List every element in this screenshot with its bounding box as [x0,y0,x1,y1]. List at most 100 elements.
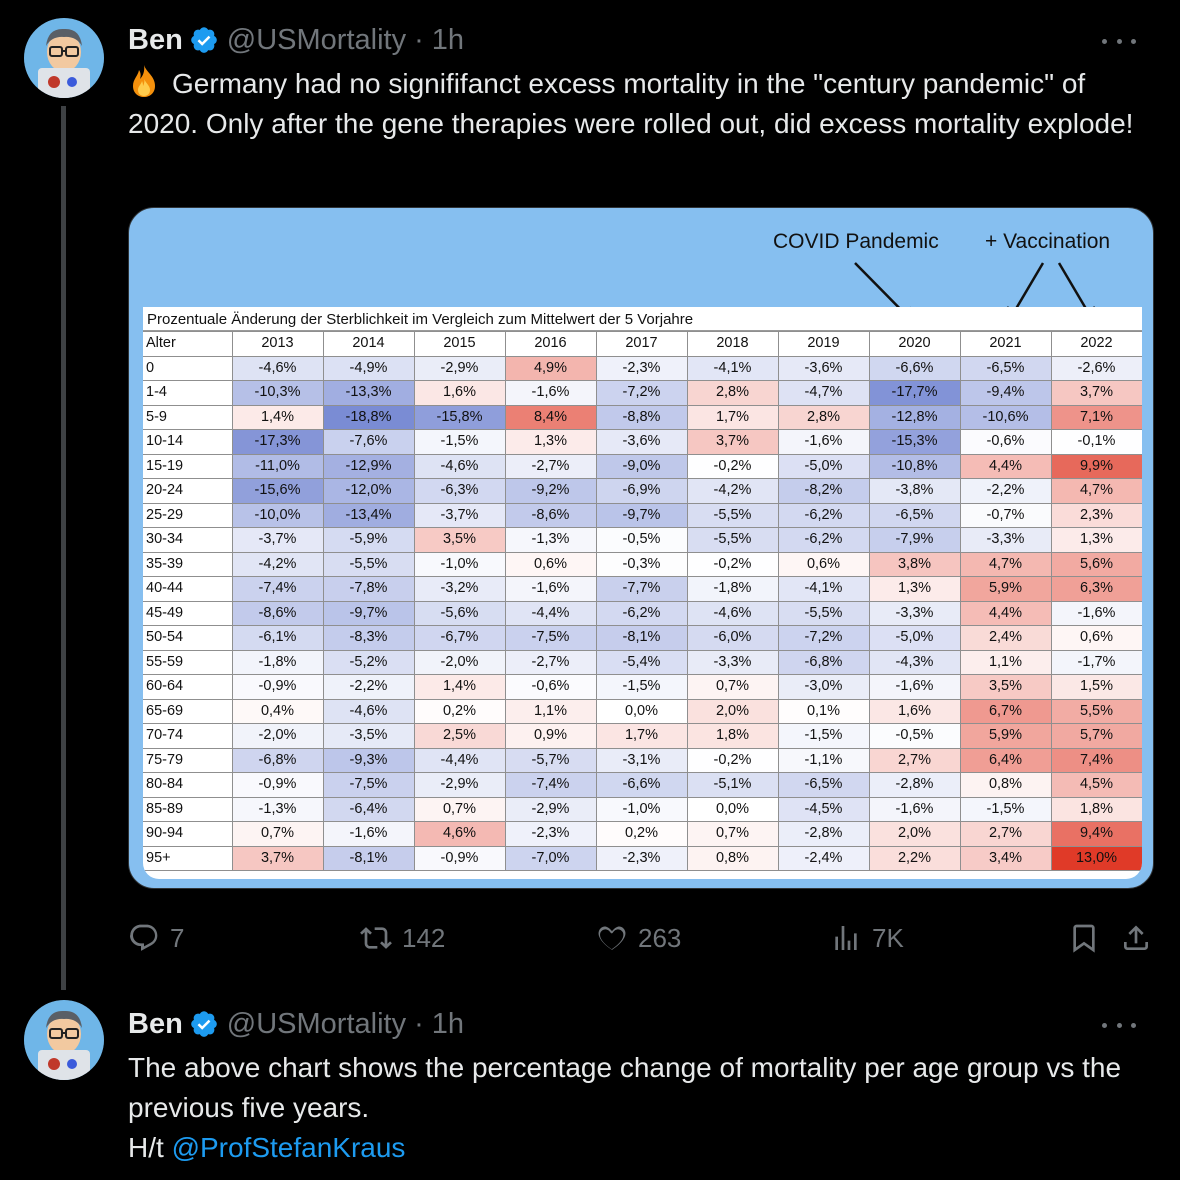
reply-icon [130,924,158,951]
value-cell: 5,7% [1050,723,1142,749]
more-options-icon[interactable] [1102,1020,1136,1030]
views-button[interactable]: 7K [830,916,904,960]
avatar[interactable] [24,18,104,98]
value-cell: -7,6% [322,429,415,455]
table-title: Prozentuale Änderung der Sterblichkeit i… [143,307,1142,331]
value-cell: -6,2% [777,527,870,553]
value-cell: -5,9% [322,527,415,553]
value-cell: 1,3% [1050,527,1142,553]
year-header-2018: 2018 [686,331,779,357]
value-cell: -0,7% [959,502,1052,528]
more-options-icon[interactable] [1102,36,1136,46]
value-cell: -3,7% [413,502,506,528]
value-cell: 4,4% [959,453,1052,479]
age-group-cell: 65-69 [143,698,233,724]
value-cell: 1,7% [595,723,688,749]
tweet-text: The above chart shows the percentage cha… [128,1048,1148,1168]
table-row: 85-89 -1,3% -6,4% 0,7% -2,9% -1,0% 0,0% -4,5% -1… [143,796,1142,822]
value-cell: -7,7% [595,576,688,602]
value-cell: -15,8% [413,404,506,430]
value-cell: 3,5% [959,674,1052,700]
value-cell: 1,8% [686,723,779,749]
author-handle[interactable]: @USMortality [226,1007,407,1040]
value-cell: 1,6% [868,698,961,724]
value-cell: 3,8% [868,551,961,577]
year-header-2020: 2020 [868,331,961,357]
value-cell: 13,0% [1050,845,1142,871]
like-button[interactable]: 263 [596,916,681,960]
table-row: 0 -4,6% -4,9% -2,9% 4,9% -2,3% -4,1% -3,6% -6,6%… [143,355,1142,381]
author-handle[interactable]: @USMortality [226,23,407,56]
author-name[interactable]: Ben [128,1007,183,1040]
value-cell: -11,0% [231,453,324,479]
author-name[interactable]: Ben [128,23,183,56]
avatar[interactable] [24,1000,104,1080]
value-cell: 0,2% [413,698,506,724]
value-cell: 5,6% [1050,551,1142,577]
timestamp[interactable]: 1h [431,1007,465,1040]
value-cell: 4,5% [1050,772,1142,798]
value-cell: -9,3% [322,747,415,773]
value-cell: -9,2% [504,478,597,504]
value-cell: 1,4% [231,404,324,430]
value-cell: -1,6% [777,429,870,455]
value-cell: -1,8% [686,576,779,602]
value-cell: 6,4% [959,747,1052,773]
bookmark-button[interactable] [1068,916,1100,960]
value-cell: -1,6% [504,576,597,602]
table-row: 1-4 -10,3% -13,3% 1,6% -1,6% -7,2% 2,8% -4,7% -1… [143,380,1142,406]
table-row: 75-79 -6,8% -9,3% -4,4% -5,7% -3,1% -0,2% -1,1%… [143,747,1142,773]
share-button[interactable] [1120,916,1152,960]
tweet-header: Ben @USMortality · 1h [128,20,464,60]
value-cell: 2,0% [868,821,961,847]
value-cell: 4,7% [1050,478,1142,504]
value-cell: 0,7% [413,796,506,822]
value-cell: -4,3% [868,649,961,675]
age-group-cell: 20-24 [143,478,233,504]
value-cell: -5,1% [686,772,779,798]
value-cell: 1,3% [504,429,597,455]
value-cell: 1,1% [504,698,597,724]
age-group-cell: 5-9 [143,404,233,430]
value-cell: -1,0% [595,796,688,822]
reply-count: 7 [170,922,185,953]
action-bar: 7 142 263 7K [128,916,1158,960]
hat-tip-prefix: H/t [128,1132,172,1163]
value-cell: -5,7% [504,747,597,773]
value-cell: -7,0% [504,845,597,871]
value-cell: 4,9% [504,355,597,381]
separator-dot: · [414,1007,424,1040]
value-cell: 1,6% [413,380,506,406]
value-cell: -0,1% [1050,429,1142,455]
mention-link[interactable]: @ProfStefanKraus [171,1132,406,1163]
table-row: 70-74 -2,0% -3,5% 2,5% 0,9% 1,7% 1,8% -1,5% -0,5… [143,723,1142,749]
tweet-image[interactable]: COVID Pandemic + Vaccination Prozentuale… [128,207,1154,889]
retweet-button[interactable]: 142 [360,916,445,960]
value-cell: -9,7% [322,600,415,626]
verified-badge-icon [189,25,219,55]
value-cell: 0,8% [686,845,779,871]
reply-button[interactable]: 7 [128,916,184,960]
value-cell: -5,2% [322,649,415,675]
value-cell: 2,7% [868,747,961,773]
value-cell: -3,6% [595,429,688,455]
value-cell: -3,5% [322,723,415,749]
timestamp[interactable]: 1h [431,23,465,56]
value-cell: -6,6% [868,355,961,381]
table-row: 80-84 -0,9% -7,5% -2,9% -7,4% -6,6% -5,1% -6,5%… [143,772,1142,798]
tweet-text: Germany had no signififanct excess morta… [128,64,1148,144]
value-cell: 2,4% [959,625,1052,651]
year-header-2022: 2022 [1050,331,1142,357]
value-cell: 3,4% [959,845,1052,871]
value-cell: 2,2% [868,845,961,871]
year-header-2017: 2017 [595,331,688,357]
value-cell: 8,4% [504,404,597,430]
value-cell: 1,3% [868,576,961,602]
tweet-body: The above chart shows the percentage cha… [128,1052,1122,1123]
value-cell: -3,3% [959,527,1052,553]
table-row: 90-94 0,7% -1,6% 4,6% -2,3% 0,2% 0,7% -2,8% 2,0%… [143,821,1142,847]
value-cell: -4,6% [231,355,324,381]
value-cell: 0,6% [777,551,870,577]
age-group-cell: 75-79 [143,747,233,773]
value-cell: -8,2% [777,478,870,504]
